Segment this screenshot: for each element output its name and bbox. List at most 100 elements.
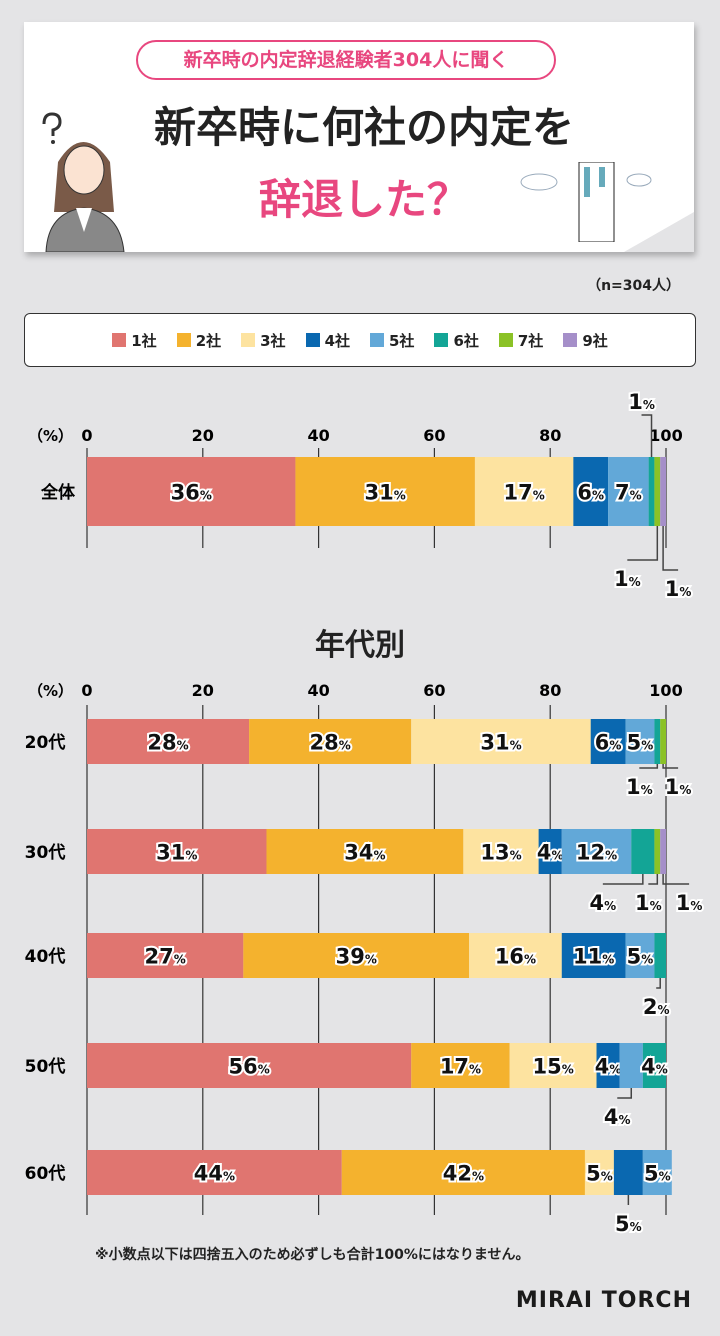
- data-label: 4%: [604, 1105, 631, 1129]
- data-label: 1%: [626, 775, 653, 799]
- age-tick-label: 80: [539, 681, 561, 700]
- legend-label: 4社: [324, 331, 350, 350]
- data-label: 11%: [573, 945, 614, 969]
- leader-line: [648, 874, 659, 885]
- overall-tick-label: 80: [539, 426, 561, 445]
- bar-segment-3社: [509, 1043, 597, 1088]
- category-label: 50代: [25, 1056, 66, 1077]
- bar-segment-5社: [625, 933, 655, 978]
- leader-line: [656, 978, 661, 989]
- bar-segment-2社: [411, 1043, 510, 1088]
- bar-segment-5社: [642, 1150, 672, 1195]
- data-label: 31%: [480, 731, 521, 755]
- data-label: 34%: [344, 841, 385, 865]
- age-tick-label: 60: [423, 681, 445, 700]
- data-label: 1%: [665, 577, 692, 601]
- data-label: 17%: [504, 481, 545, 505]
- bar-segment-4社: [561, 933, 626, 978]
- legend-swatch: [563, 333, 578, 347]
- data-label: 5%: [627, 731, 654, 755]
- data-label: 5%: [627, 945, 654, 969]
- bar-segment-2社: [341, 1150, 585, 1195]
- footnote: ※小数点以下は四捨五入のため必ずしも合計100%にはなりません。: [95, 1247, 530, 1263]
- data-label: 4%: [641, 1055, 668, 1079]
- bar-segment-5社: [619, 1043, 643, 1088]
- bar-segment-6社: [642, 1043, 666, 1088]
- data-label: 31%: [156, 841, 197, 865]
- legend-label: 3社: [260, 331, 286, 350]
- person-illustration-icon: [42, 112, 125, 252]
- legend-swatch: [241, 333, 256, 347]
- bar-segment-7社: [654, 457, 661, 526]
- data-label: 31%: [365, 481, 406, 505]
- data-label: 6%: [595, 731, 622, 755]
- legend-swatch: [305, 333, 320, 347]
- leader-line: [662, 764, 679, 769]
- legend-item: 3社: [241, 330, 286, 351]
- data-label: 4%: [537, 841, 564, 865]
- bar-segment-1社: [87, 1150, 342, 1195]
- data-label: 27%: [145, 945, 186, 969]
- leader-line: [639, 764, 659, 769]
- legend-label: 7社: [517, 331, 544, 350]
- data-label: 7%: [615, 481, 642, 505]
- title-card: 新卒時の内定辞退経験者304人に聞く 新卒時に何社の内定を 辞退した？: [24, 22, 694, 252]
- brand-logo: MIRAI TORCH: [515, 1288, 692, 1313]
- legend-item: 2社: [176, 330, 221, 351]
- age-axis-unit: （%）: [28, 682, 73, 700]
- section-title-by-age: 年代別: [315, 628, 405, 663]
- bar-segment-1社: [87, 933, 244, 978]
- bar-segment-4社: [573, 457, 609, 526]
- bar-segment-2社: [243, 933, 470, 978]
- bar-segment-1社: [87, 1043, 412, 1088]
- data-label: 6%: [577, 481, 604, 505]
- legend-swatch: [498, 333, 513, 347]
- data-label: 1%: [676, 891, 703, 915]
- overall-tick-label: 100: [649, 426, 682, 445]
- age-tick-label: 0: [81, 681, 92, 700]
- bar-segment-6社: [654, 933, 666, 978]
- bar-segment-3社: [584, 1150, 614, 1195]
- bar-segment-9社: [660, 829, 666, 874]
- bar-segment-7社: [654, 829, 661, 874]
- overall-axis-unit: （%）: [28, 427, 73, 445]
- data-label: 1%: [614, 567, 641, 591]
- legend-label: 1社: [131, 331, 157, 350]
- legend-swatch: [176, 333, 191, 347]
- data-label: 15%: [532, 1055, 573, 1079]
- overall-tick-label: 40: [307, 426, 329, 445]
- data-label: 56%: [228, 1055, 269, 1079]
- bar-segment-7社: [660, 719, 666, 764]
- leader-line: [617, 1088, 633, 1099]
- bar-segment-4社: [596, 1043, 620, 1088]
- data-label: 1%: [628, 390, 655, 414]
- legend-label: 6社: [453, 331, 479, 350]
- bar-segment-2社: [266, 829, 464, 874]
- data-label: 44%: [194, 1162, 235, 1186]
- legend-label: 9社: [582, 331, 608, 350]
- sample-size-note: （n=304人）: [587, 278, 680, 294]
- overall-tick-label: 60: [423, 426, 445, 445]
- legend-swatch: [112, 333, 127, 347]
- bar-segment-2社: [249, 719, 412, 764]
- age-tick-label: 40: [307, 681, 329, 700]
- data-label: 12%: [576, 841, 617, 865]
- legend-swatch: [434, 333, 449, 347]
- bar-segment-5社: [608, 457, 649, 526]
- category-label: 30代: [25, 842, 66, 863]
- bar-segment-9社: [660, 457, 666, 526]
- bar-segment-3社: [463, 829, 539, 874]
- leader-line: [662, 874, 690, 885]
- bar-segment-4社: [590, 719, 626, 764]
- data-label: 5%: [615, 1212, 642, 1236]
- legend-item: 1社: [112, 330, 157, 351]
- data-label: 5%: [644, 1162, 671, 1186]
- data-label: 5%: [586, 1162, 613, 1186]
- legend-swatch: [370, 333, 384, 347]
- bar-segment-3社: [411, 719, 591, 764]
- building-illustration-icon: [520, 162, 652, 242]
- category-label: 全体: [40, 482, 76, 503]
- bar-segment-1社: [87, 829, 267, 874]
- bar-segment-5社: [561, 829, 632, 874]
